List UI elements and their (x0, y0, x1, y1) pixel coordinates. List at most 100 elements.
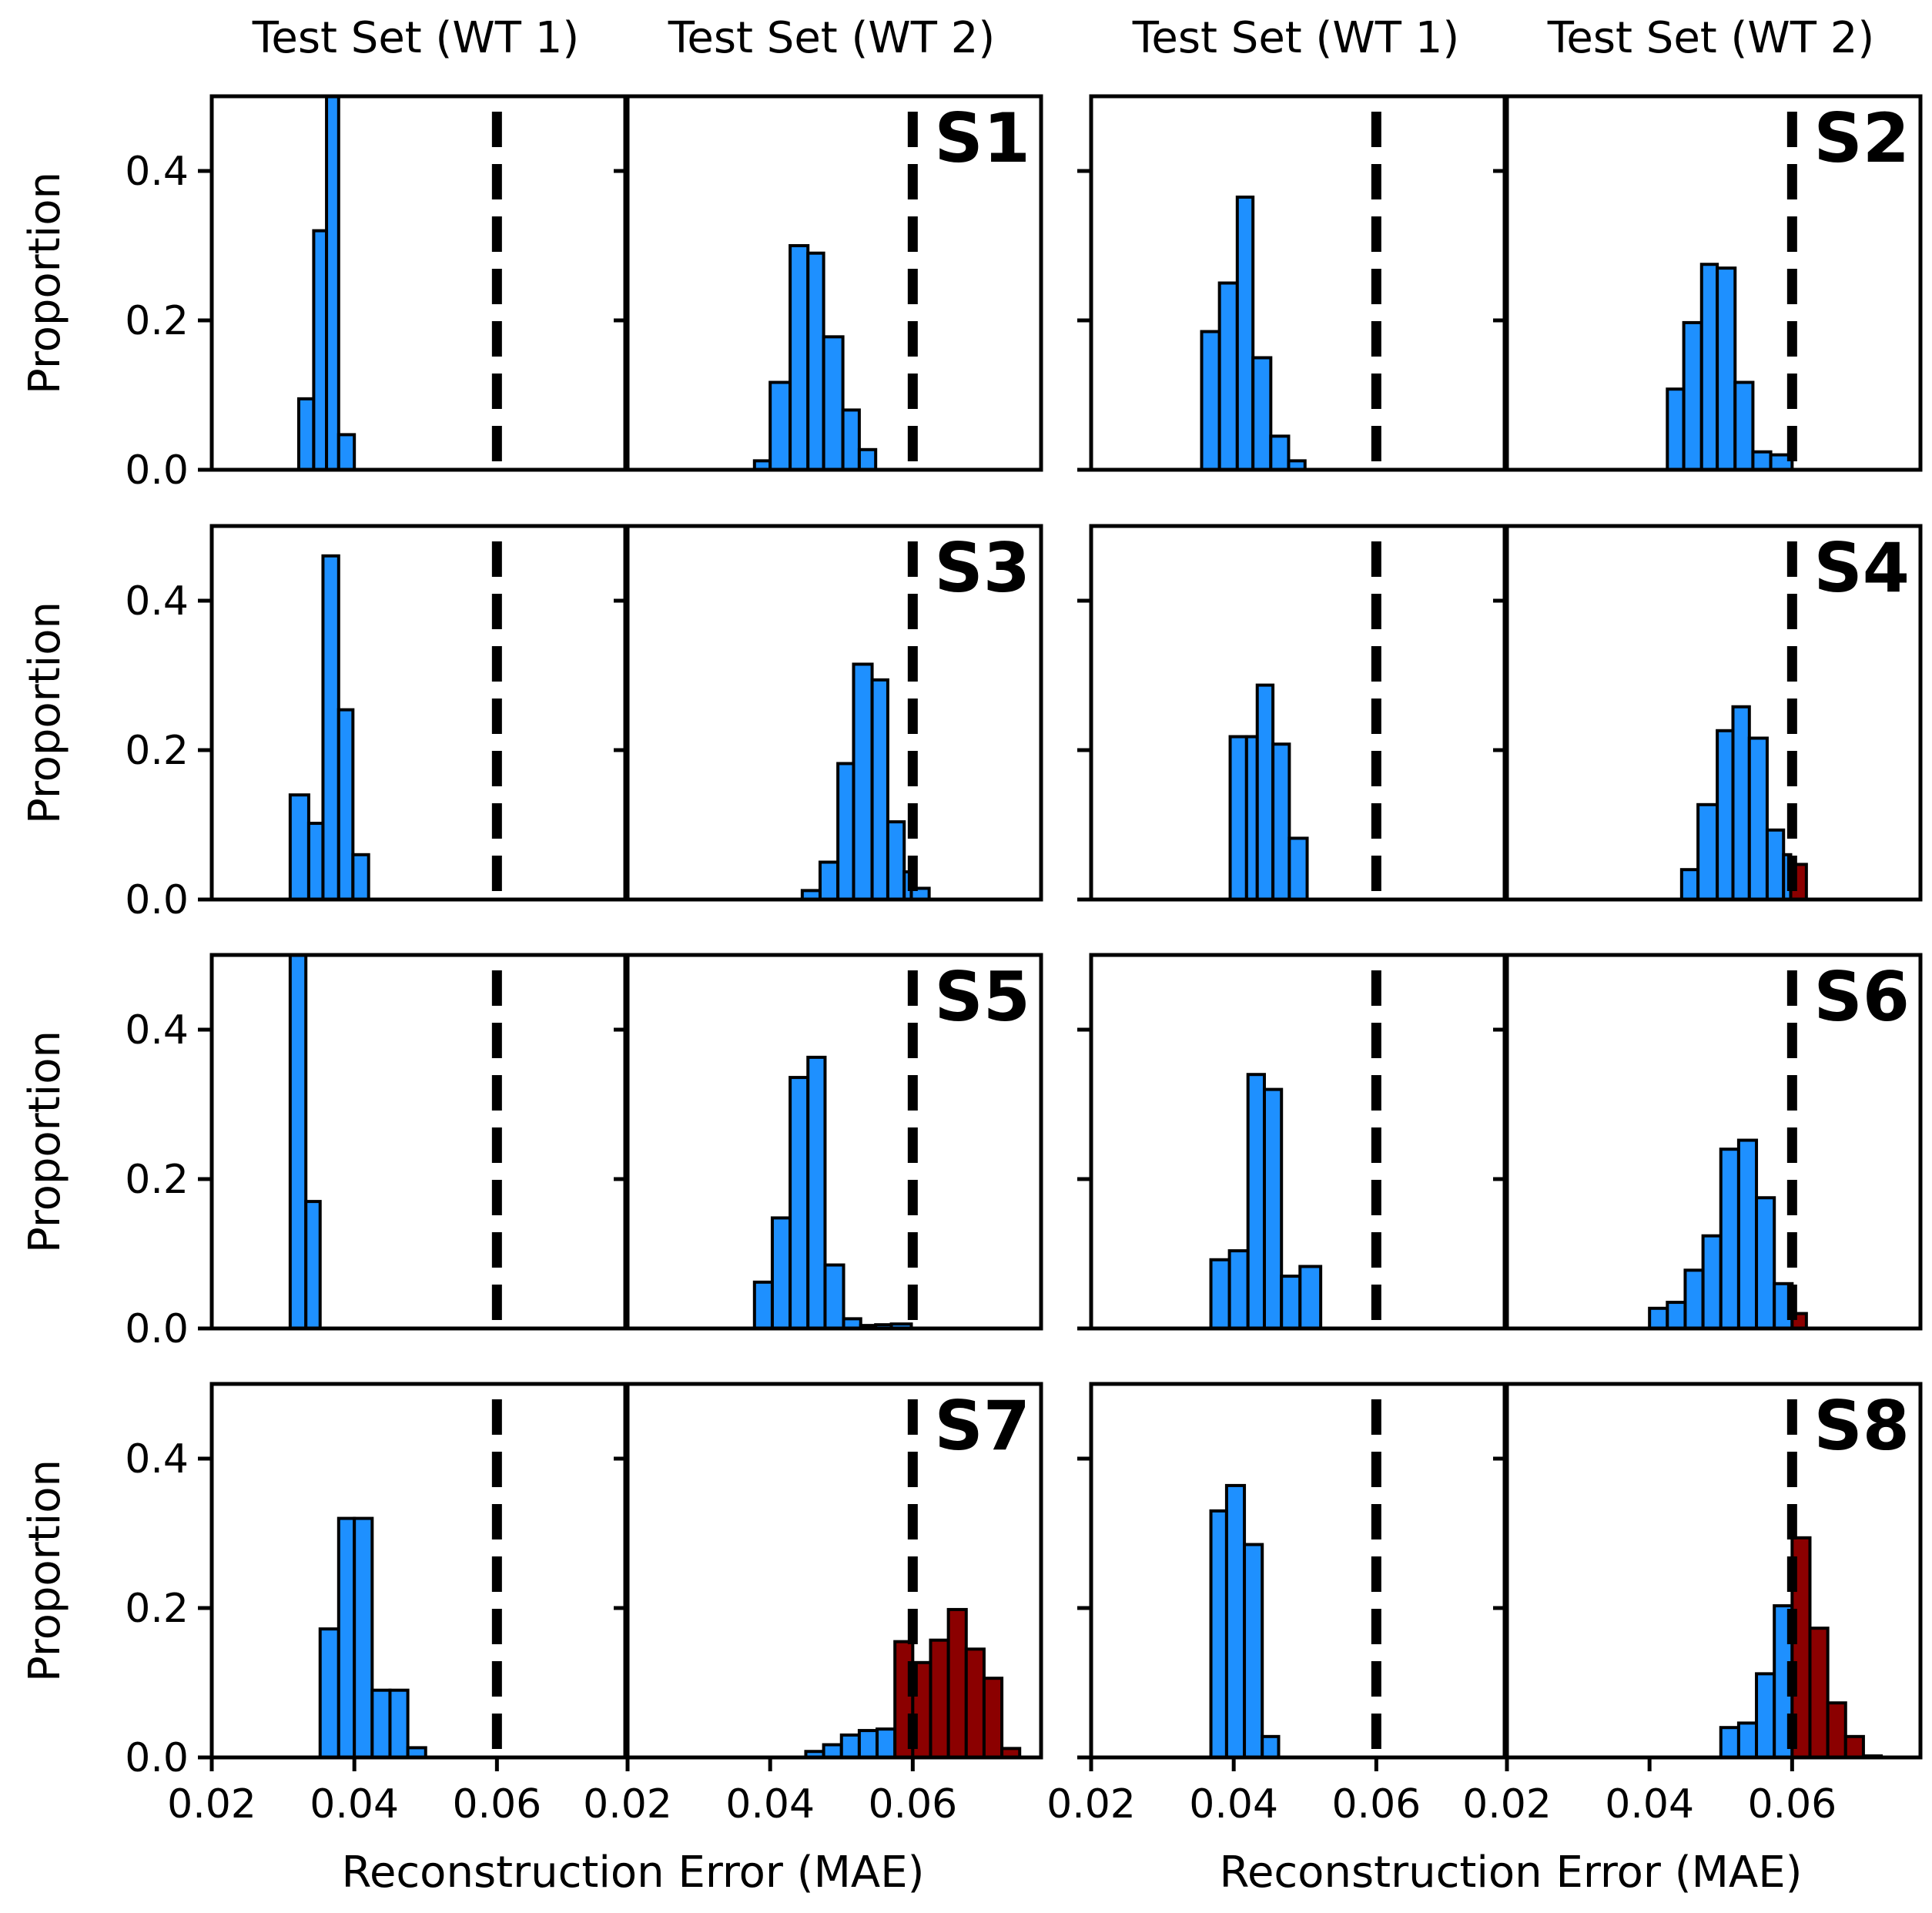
histogram-bar (1228, 735, 1248, 900)
histogram-bar (1755, 1672, 1776, 1757)
histogram-bar (312, 229, 329, 470)
histogram-bar-anomaly (1843, 1734, 1865, 1757)
scenario-label: S4 (1813, 528, 1910, 608)
histogram-bar (388, 1688, 410, 1757)
panel-s7-wt2: 0.02 0.04 0.06 S7 (583, 1382, 1043, 1828)
histogram-bar (1719, 1147, 1740, 1328)
y-tick-label: 0.0 (125, 447, 189, 494)
x-tick-label: 0.02 (583, 1781, 672, 1828)
panel-s5-wt2: S5 (614, 953, 1043, 1331)
scenario-label: S3 (934, 528, 1030, 608)
histogram-bar (370, 1688, 392, 1757)
histogram-bar (1269, 434, 1291, 470)
histogram-bar-anomaly (964, 1647, 986, 1757)
histogram-bar (304, 1200, 322, 1328)
panel-s1-wt1: 0.0 0.2 0.4 (125, 94, 628, 494)
histogram-bar (351, 853, 370, 900)
histogram-bar-anomaly (1000, 1747, 1022, 1757)
y-axis-label: Proportion (20, 1459, 70, 1682)
histogram-bar (1255, 683, 1275, 900)
histogram-bar (1731, 705, 1751, 900)
x-tick-label: 0.04 (1605, 1781, 1694, 1828)
histogram-bars (1719, 1536, 1883, 1757)
histogram-bar (768, 380, 792, 470)
panel-s7-wt1: 0.0 0.2 0.4 0.02 0.04 0.06 (125, 1382, 628, 1828)
histogram-bar (1648, 1306, 1669, 1328)
histogram-bar (886, 820, 906, 900)
x-tick-label: 0.02 (167, 1781, 256, 1828)
histogram-bar-anomaly (946, 1607, 968, 1757)
histogram-bar (822, 335, 845, 470)
histogram-bar (337, 433, 357, 470)
histogram-bar (353, 1516, 374, 1757)
histogram-bar (1719, 1726, 1740, 1757)
histogram-bars (800, 662, 931, 900)
histogram-bar (1235, 195, 1255, 470)
y-tick-label: 0.2 (125, 298, 189, 344)
histogram-bar (789, 244, 810, 470)
histogram-bar (870, 678, 889, 900)
y-tick-label: 0.0 (125, 1735, 189, 1781)
panel-frame (1089, 94, 1507, 472)
panel-s8-wt1: 0.02 0.04 0.06 (1046, 1382, 1507, 1828)
histogram-bar (337, 1516, 357, 1757)
histogram-bar (889, 1322, 913, 1328)
histogram-bar (1244, 735, 1259, 900)
panels: 0.0 0.2 0.4 S1 Proportion S2 0.0 0.2 0.4 S3 Propor… (20, 94, 1923, 1828)
y-tick-label: 0.0 (125, 877, 189, 923)
histogram-bar (337, 708, 355, 900)
scenario-label: S1 (934, 99, 1030, 178)
y-axis-label: Proportion (20, 1030, 70, 1253)
column-title-1: Test Set (WT 1) (252, 13, 580, 63)
histogram-bar (306, 822, 325, 900)
y-tick-label: 0.2 (125, 1586, 189, 1632)
column-title-4: Test Set (WT 2) (1547, 13, 1875, 63)
column-title-2: Test Set (WT 2) (668, 13, 996, 63)
histogram-bars (296, 96, 357, 470)
histogram-bar (321, 554, 340, 900)
histogram-bar (288, 793, 310, 900)
panel-s6-wt1 (1077, 953, 1507, 1331)
histogram-bar (806, 251, 825, 470)
y-axis-label: Proportion (20, 601, 70, 824)
x-tick-label: 0.04 (725, 1781, 815, 1828)
panel-frame (1089, 953, 1507, 1331)
histogram-bars (288, 955, 322, 1328)
y-tick-label: 0.4 (125, 578, 189, 625)
x-axis-label-left: Reconstruction Error (MAE) (342, 1848, 925, 1898)
y-tick-label: 0.2 (125, 1157, 189, 1203)
x-tick-label: 0.02 (1462, 1781, 1552, 1828)
panel-s1-wt2: S1 (614, 94, 1043, 472)
y-axis-label: Proportion (20, 172, 70, 394)
histogram-bar (823, 1263, 845, 1328)
histogram-bar (1755, 1196, 1776, 1328)
histogram-bars (1228, 683, 1309, 900)
histogram-bar (841, 408, 861, 470)
x-tick-label: 0.06 (1331, 1781, 1421, 1828)
panel-s3-wt2: S3 (614, 524, 1043, 902)
y-tick-label: 0.4 (125, 1007, 189, 1054)
histogram-bar (1716, 266, 1737, 470)
histogram-bar (1246, 1073, 1266, 1328)
histogram-bar (1747, 736, 1769, 900)
y-tick-label: 0.2 (125, 728, 189, 774)
histogram-bar (1683, 1268, 1705, 1328)
y-tick-label: 0.0 (125, 1306, 189, 1352)
column-title-3: Test Set (WT 1) (1132, 13, 1460, 63)
histogram-bar (1227, 1249, 1250, 1328)
x-axis-label-right: Reconstruction Error (MAE) (1220, 1848, 1803, 1898)
histogram-bar (1679, 868, 1700, 900)
panel-frame (1505, 1382, 1923, 1760)
histogram-bar (1217, 281, 1239, 470)
histogram-bars (1666, 263, 1794, 470)
panel-frame (209, 953, 628, 1331)
panel-s8-wt2: 0.02 0.04 0.06 S8 (1462, 1382, 1923, 1828)
panel-frame (1505, 94, 1923, 472)
histogram-bar (1765, 828, 1786, 900)
histogram-bar (1736, 1138, 1759, 1328)
histogram-bar (789, 1076, 810, 1328)
histogram-bar (1262, 1087, 1284, 1328)
histogram-bar (1200, 330, 1221, 470)
histogram-bar (1736, 1721, 1759, 1757)
histogram-bar (288, 955, 308, 1328)
